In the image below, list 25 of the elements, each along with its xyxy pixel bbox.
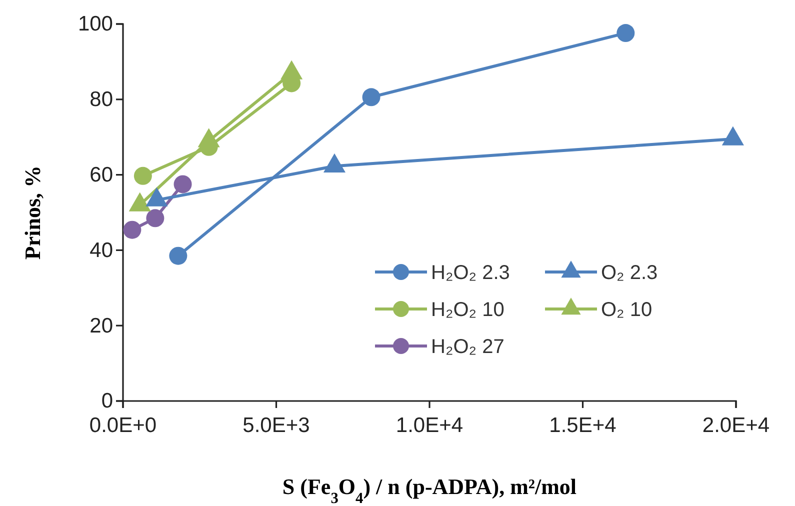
legend-label: H₂O₂ 10 [431, 299, 504, 321]
legend-label: H₂O₂ 2.3 [431, 262, 510, 284]
point [146, 209, 164, 228]
x-axis-title: S (Fe$_{3}$O$_{4}$) / n (p-ADPA), m²/mol [282, 474, 577, 506]
y-tick-label: 80 [90, 88, 113, 112]
x-tick-label: 2.0E+4 [702, 414, 770, 437]
y-tick-label: 20 [90, 314, 113, 338]
x-tick-label: 1.0E+4 [396, 414, 464, 437]
point [169, 246, 188, 265]
legend-label: H₂O₂ 27 [431, 336, 504, 358]
point [134, 166, 152, 185]
y-tick-label: 60 [90, 164, 113, 187]
point [616, 24, 635, 42]
y-tick-label: 0 [101, 390, 113, 413]
legend-label: O₂ 10 [601, 299, 652, 321]
y-tick-label: 40 [90, 238, 113, 262]
y-tick-label: 100 [78, 12, 113, 36]
x-tick-label: 5.0E+3 [242, 414, 310, 437]
x-tick-label: 0.0E+0 [89, 414, 157, 437]
point [123, 220, 142, 239]
point [362, 88, 380, 106]
legend-label: O₂ 2.3 [601, 262, 658, 284]
x-tick-label: 1.5E+4 [549, 414, 617, 437]
point [174, 175, 192, 194]
y-axis-title: Prinos, % [20, 165, 45, 260]
